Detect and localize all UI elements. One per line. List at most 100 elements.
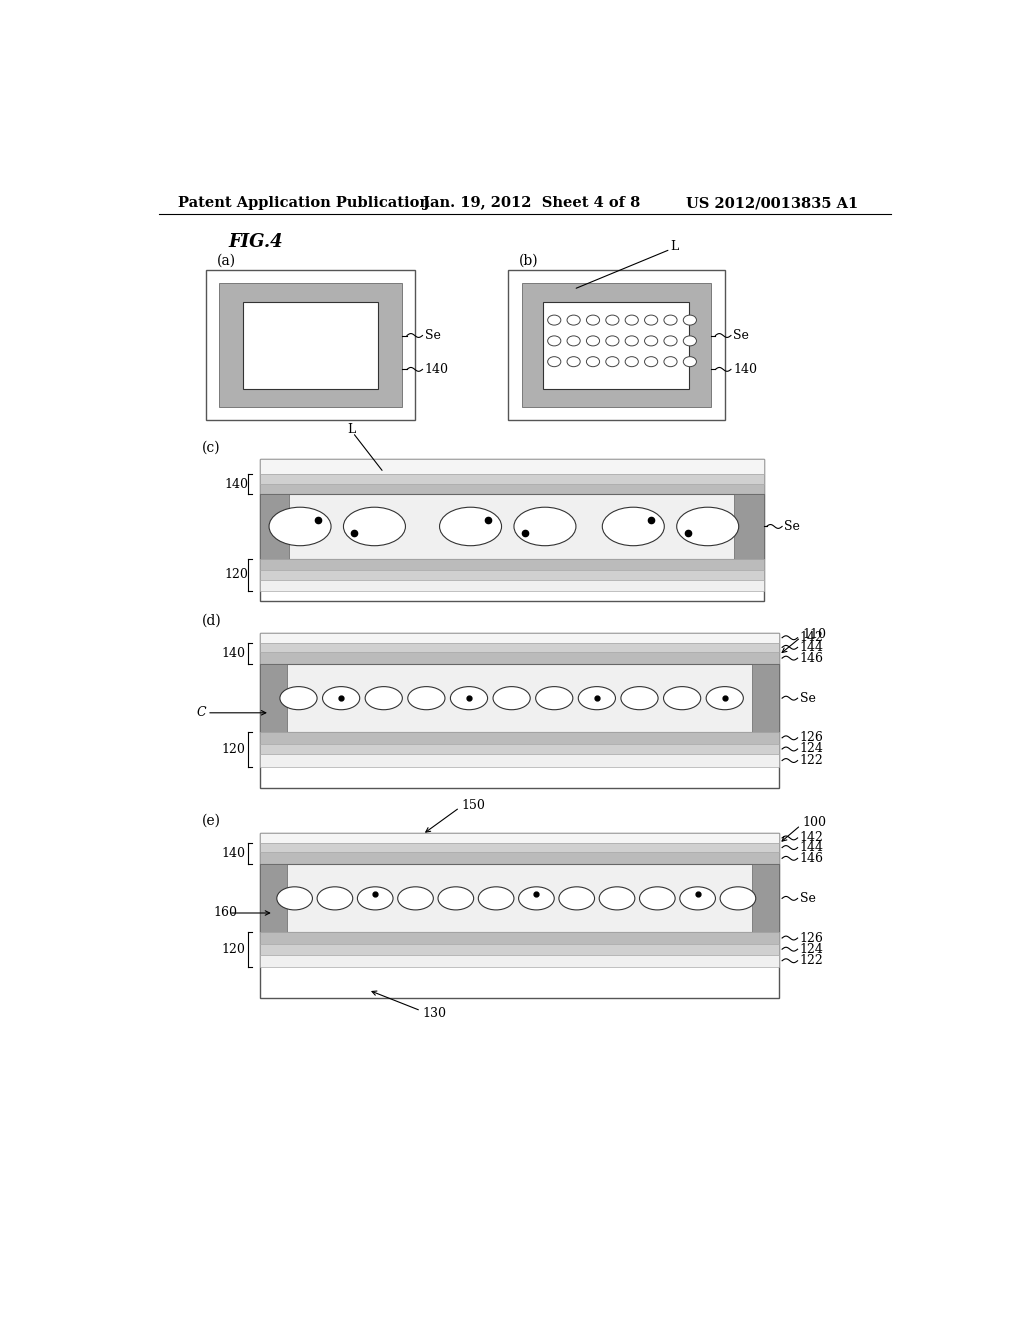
Ellipse shape: [664, 356, 677, 367]
Ellipse shape: [664, 335, 677, 346]
Bar: [260, 570, 764, 581]
Text: 120: 120: [221, 743, 245, 756]
Ellipse shape: [587, 335, 600, 346]
Ellipse shape: [478, 887, 514, 909]
Ellipse shape: [707, 686, 743, 710]
Text: 122: 122: [800, 754, 823, 767]
Ellipse shape: [357, 887, 393, 909]
Text: 110: 110: [802, 628, 826, 640]
Ellipse shape: [680, 887, 716, 909]
Bar: [734, 494, 764, 558]
Text: 140: 140: [733, 363, 758, 376]
Bar: [260, 494, 764, 558]
Bar: [260, 484, 764, 494]
Ellipse shape: [451, 686, 487, 710]
Ellipse shape: [567, 315, 581, 325]
Text: 144: 144: [800, 640, 824, 653]
Text: Se: Se: [800, 692, 816, 705]
Text: Patent Application Publication: Patent Application Publication: [178, 197, 430, 210]
Ellipse shape: [606, 315, 618, 325]
Text: US 2012/0013835 A1: US 2012/0013835 A1: [686, 197, 858, 210]
Ellipse shape: [548, 335, 561, 346]
Ellipse shape: [536, 686, 572, 710]
Text: Jan. 19, 2012  Sheet 4 of 8: Jan. 19, 2012 Sheet 4 of 8: [423, 197, 640, 210]
Text: 122: 122: [800, 954, 823, 968]
Ellipse shape: [276, 887, 312, 909]
Ellipse shape: [438, 887, 474, 909]
Bar: [752, 865, 779, 932]
Text: 120: 120: [221, 942, 245, 956]
Ellipse shape: [664, 686, 700, 710]
Bar: [260, 733, 779, 743]
Text: 142: 142: [800, 631, 823, 644]
Ellipse shape: [644, 356, 657, 367]
Bar: [260, 459, 764, 474]
Ellipse shape: [579, 686, 615, 710]
Text: Se: Se: [425, 329, 440, 342]
Bar: [260, 643, 779, 652]
Ellipse shape: [343, 507, 406, 545]
Text: Se: Se: [784, 520, 801, 533]
Ellipse shape: [626, 315, 638, 325]
Text: 130: 130: [423, 1007, 446, 1019]
Text: 124: 124: [800, 742, 823, 755]
Text: (b): (b): [519, 253, 539, 268]
Text: 126: 126: [800, 932, 823, 945]
Ellipse shape: [548, 356, 561, 367]
Bar: [260, 932, 779, 944]
Bar: [752, 664, 779, 733]
Ellipse shape: [644, 315, 657, 325]
Text: 124: 124: [800, 942, 823, 956]
Text: 100: 100: [802, 816, 826, 829]
Text: (a): (a): [217, 253, 237, 268]
Text: (e): (e): [202, 813, 220, 828]
Bar: [260, 865, 287, 932]
Ellipse shape: [567, 335, 581, 346]
Text: (c): (c): [202, 441, 220, 455]
Bar: [260, 581, 764, 591]
Bar: [260, 944, 779, 954]
Bar: [508, 271, 725, 420]
Bar: [752, 865, 779, 932]
Text: 144: 144: [800, 841, 824, 854]
Ellipse shape: [664, 315, 677, 325]
Ellipse shape: [518, 887, 554, 909]
Text: 146: 146: [800, 851, 824, 865]
Text: 126: 126: [800, 731, 823, 744]
Ellipse shape: [683, 315, 696, 325]
Bar: [243, 302, 378, 388]
Ellipse shape: [626, 356, 638, 367]
Ellipse shape: [514, 507, 575, 545]
Ellipse shape: [720, 887, 756, 909]
Ellipse shape: [587, 315, 600, 325]
Text: 140: 140: [221, 647, 245, 660]
Bar: [260, 743, 779, 755]
Ellipse shape: [640, 887, 675, 909]
Ellipse shape: [567, 356, 581, 367]
Bar: [219, 284, 401, 407]
Bar: [260, 459, 764, 601]
Ellipse shape: [621, 686, 658, 710]
Bar: [260, 474, 764, 484]
Bar: [260, 632, 779, 788]
Ellipse shape: [683, 335, 696, 346]
Bar: [544, 302, 689, 388]
Ellipse shape: [397, 887, 433, 909]
Text: Se: Se: [800, 892, 816, 906]
Text: C: C: [197, 706, 206, 719]
Ellipse shape: [269, 507, 331, 545]
Bar: [734, 494, 764, 558]
Text: 140: 140: [225, 478, 249, 491]
Ellipse shape: [493, 686, 530, 710]
Bar: [260, 843, 779, 853]
Ellipse shape: [323, 686, 359, 710]
Text: L: L: [347, 422, 355, 436]
Bar: [260, 632, 779, 643]
Bar: [521, 284, 711, 407]
Bar: [752, 664, 779, 733]
Ellipse shape: [606, 335, 618, 346]
Ellipse shape: [548, 315, 561, 325]
Text: 150: 150: [461, 799, 485, 812]
Bar: [260, 652, 779, 664]
Ellipse shape: [599, 887, 635, 909]
